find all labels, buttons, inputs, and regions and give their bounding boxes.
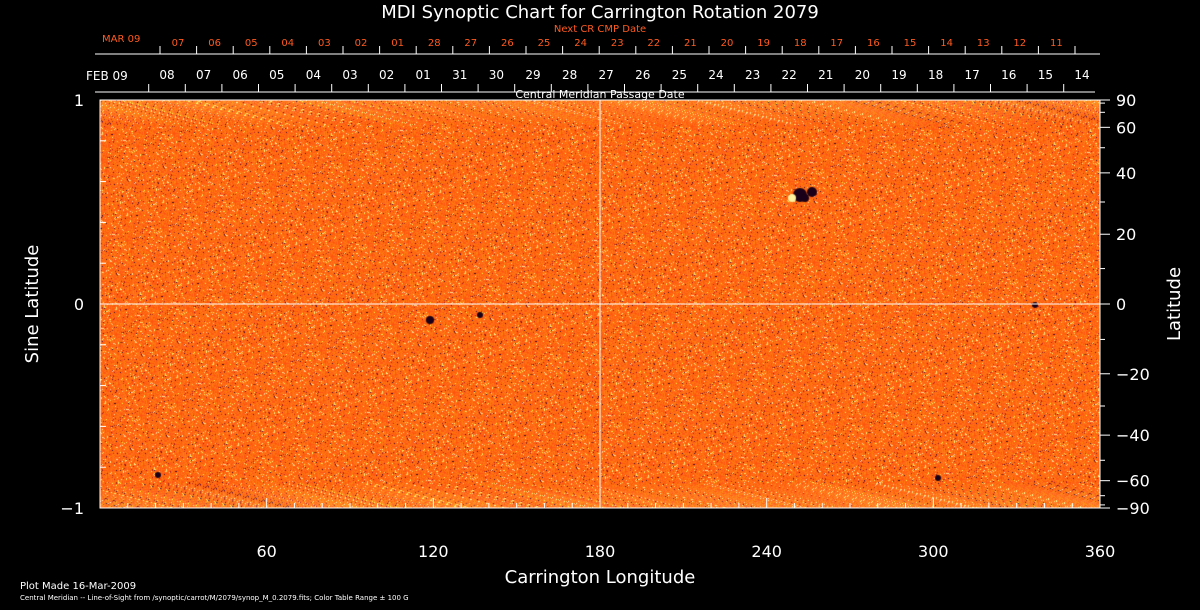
lat-tick-label: 20 — [1116, 225, 1136, 244]
y-tick-label: 1 — [74, 91, 84, 110]
next-cmp-day-label: 12 — [1013, 38, 1026, 49]
next-cmp-day-label: 26 — [501, 38, 514, 49]
cmp-day-label: 04 — [306, 68, 321, 82]
next-cmp-day-label: 24 — [574, 38, 587, 49]
cmp-day-label: 20 — [855, 68, 870, 82]
footer-plot-made: Plot Made 16-Mar-2009 — [20, 581, 136, 592]
cmp-day-label: 21 — [818, 68, 833, 82]
next-cmp-day-label: 28 — [428, 38, 441, 49]
next-cmp-day-label: 25 — [538, 38, 551, 49]
next-cmp-day-label: 17 — [830, 38, 843, 49]
x-tick-label: 60 — [256, 542, 276, 561]
next-cmp-day-label: 18 — [794, 38, 807, 49]
cmp-day-label: 05 — [269, 68, 284, 82]
cmp-day-label: 24 — [708, 68, 723, 82]
next-cmp-day-label: 06 — [208, 38, 221, 49]
cmp-day-label: 26 — [635, 68, 650, 82]
next-cmp-day-label: 11 — [1050, 38, 1063, 49]
cmp-day-label: 08 — [159, 68, 174, 82]
lat-tick-label: −20 — [1116, 365, 1150, 384]
right-axis-title: Latitude — [1164, 267, 1185, 341]
cmp-day-label: 27 — [599, 68, 614, 82]
y-tick-label: −1 — [60, 499, 84, 518]
cmp-day-label: 25 — [672, 68, 687, 82]
left-axis-title: Sine Latitude — [22, 245, 43, 364]
lat-tick-label: −90 — [1116, 499, 1150, 518]
cmp-axis: FEB 09 Central Meridian Passage Date 08 0… — [86, 68, 1095, 101]
cmp-day-label: 14 — [1074, 68, 1089, 82]
next-cmp-day-label: 14 — [940, 38, 953, 49]
cmp-day-label: 18 — [928, 68, 943, 82]
cmp-day-label: 17 — [965, 68, 980, 82]
x-tick-label: 300 — [918, 542, 949, 561]
next-cmp-day-label: 02 — [355, 38, 368, 49]
x-tick-label: 240 — [751, 542, 782, 561]
x-axis-title: Carrington Longitude — [505, 567, 696, 588]
next-cmp-day-label: 21 — [684, 38, 697, 49]
right-y-axis: 90 60 40 20 0 −20 −40 −60 −90 — [1100, 91, 1150, 518]
next-cmp-day-label: 01 — [391, 38, 404, 49]
cmp-day-label: 06 — [233, 68, 248, 82]
cmp-day-label: 30 — [489, 68, 504, 82]
next-cmp-day-label: 15 — [904, 38, 917, 49]
next-cmp-day-label: 16 — [867, 38, 880, 49]
center-crosshair — [100, 100, 1100, 508]
next-cmp-day-label: 27 — [464, 38, 477, 49]
left-y-axis: 1 0 −1 — [60, 91, 106, 518]
cmp-day-label: 15 — [1038, 68, 1053, 82]
cmp-day-label: 07 — [196, 68, 211, 82]
cmp-start-label: FEB 09 — [86, 69, 128, 83]
cmp-day-label: 22 — [782, 68, 797, 82]
cmp-day-label: 01 — [416, 68, 431, 82]
next-cmp-day-label: 07 — [172, 38, 185, 49]
next-cmp-day-label: 04 — [281, 38, 294, 49]
next-cmp-day-label: 05 — [245, 38, 258, 49]
next-cmp-day-label: 19 — [757, 38, 770, 49]
next-cmp-day-label: 23 — [611, 38, 624, 49]
next-cmp-day-label: 03 — [318, 38, 331, 49]
cmp-day-label: 31 — [452, 68, 467, 82]
next-cmp-day-label: 22 — [647, 38, 660, 49]
y-tick-label: 0 — [74, 295, 84, 314]
cmp-day-label: 28 — [562, 68, 577, 82]
cmp-day-label: 02 — [379, 68, 394, 82]
next-cmp-day-label: 20 — [721, 38, 734, 49]
lat-tick-label: −40 — [1116, 426, 1150, 445]
cmp-day-label: 29 — [525, 68, 540, 82]
cmp-axis-label: Central Meridian Passage Date — [515, 88, 684, 101]
x-tick-label: 180 — [585, 542, 616, 561]
next-cmp-day-label: 13 — [977, 38, 990, 49]
cmp-day-label: 23 — [745, 68, 760, 82]
footer-source: Central Meridian -- Line-of-Sight from /… — [20, 594, 409, 602]
lat-tick-label: 0 — [1116, 295, 1126, 314]
next-cmp-axis-label: Next CR CMP Date — [554, 24, 646, 35]
next-cmp-start-label: MAR 09 — [102, 34, 140, 45]
cmp-day-label: 03 — [342, 68, 357, 82]
cmp-day-label: 16 — [1001, 68, 1016, 82]
next-cmp-axis: Next CR CMP Date MAR 09 07 06 05 04 03 02 01 28… — [95, 24, 1100, 55]
x-axis: 60 120 180 240 300 360 — [127, 498, 1116, 561]
cmp-day-label: 19 — [891, 68, 906, 82]
lat-tick-label: 90 — [1116, 91, 1136, 110]
x-tick-label: 120 — [418, 542, 449, 561]
lat-tick-label: 60 — [1116, 118, 1136, 137]
lat-tick-label: −60 — [1116, 472, 1150, 491]
chart-title: MDI Synoptic Chart for Carrington Rotati… — [381, 2, 819, 23]
lat-tick-label: 40 — [1116, 164, 1136, 183]
x-tick-label: 360 — [1085, 542, 1116, 561]
